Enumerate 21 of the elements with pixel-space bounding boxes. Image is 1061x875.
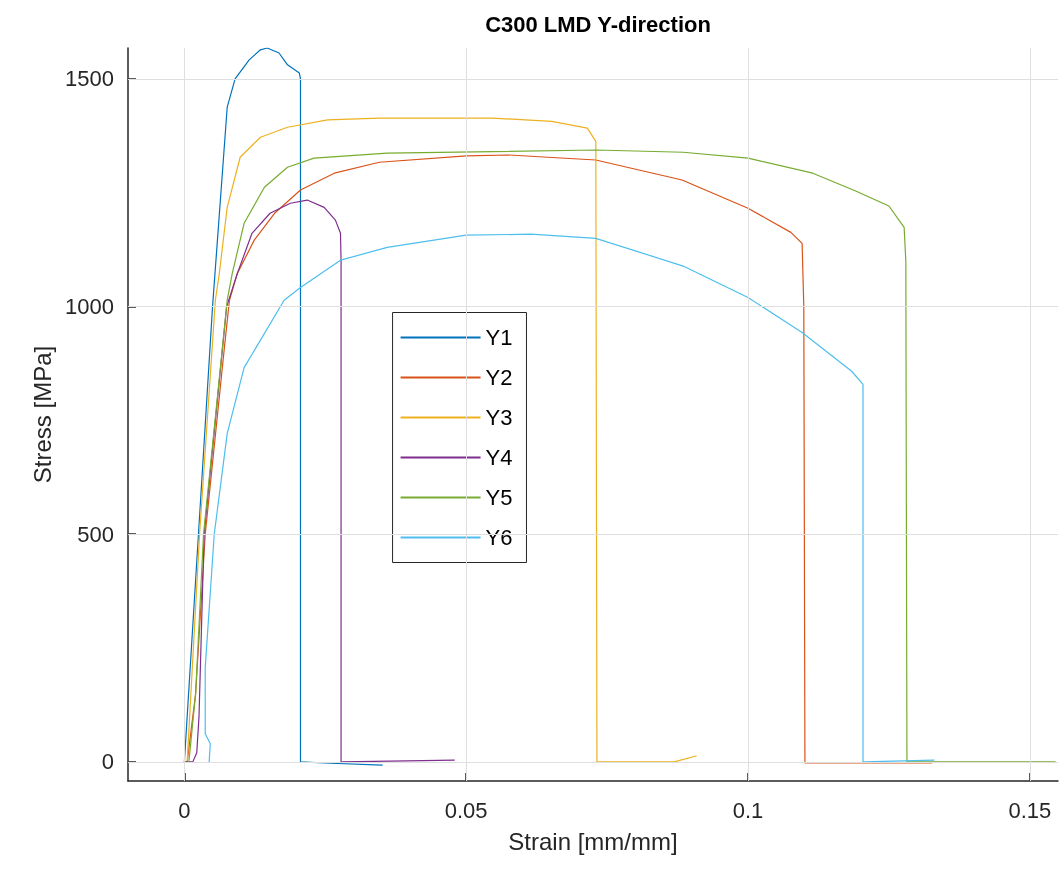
- y-tick-label: 0: [101, 749, 114, 775]
- legend-label: Y5: [485, 485, 513, 510]
- x-tick-label: 0.1: [732, 797, 764, 823]
- line-series: [188, 149, 1056, 763]
- y-tick-label: 1000: [65, 294, 114, 320]
- x-tick-label: 0.05: [444, 797, 488, 823]
- y-axis-title: Stress [MPa]: [28, 345, 56, 484]
- legend-label: Y3: [485, 405, 513, 430]
- x-axis-title: Strain [mm/mm]: [508, 827, 678, 855]
- y-tick-label: 1500: [65, 66, 114, 92]
- legend-label: Y1: [485, 325, 513, 350]
- line-series: [186, 117, 697, 763]
- y-tick-label: 500: [77, 521, 114, 547]
- line-series: [183, 199, 455, 763]
- line-series: [204, 233, 935, 763]
- x-tick-label: 0.15: [1008, 797, 1052, 823]
- x-tick-label: 0: [178, 797, 191, 823]
- legend-label: Y4: [485, 445, 513, 470]
- line-series: [183, 47, 383, 766]
- legend-label: Y2: [485, 365, 513, 390]
- chart-title: C300 LMD Y-direction: [485, 11, 711, 37]
